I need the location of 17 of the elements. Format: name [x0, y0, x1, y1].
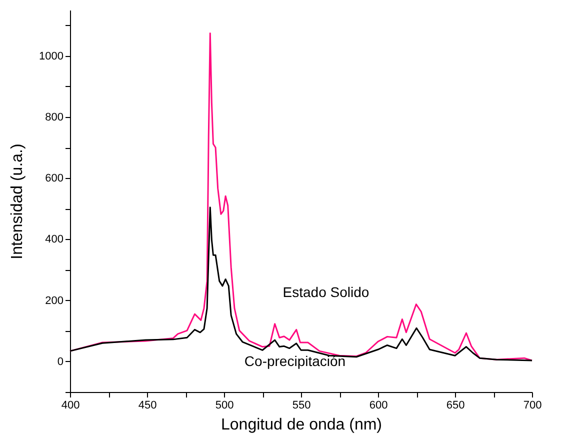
y-tick-label: 800	[45, 111, 64, 124]
y-tick-label: 0	[57, 356, 64, 368]
series-label: Estado Solido	[282, 284, 370, 300]
y-tick-label: 200	[45, 294, 64, 307]
y-tick-label: 400	[45, 234, 64, 246]
x-axis-title: Longitud de onda (nm)	[221, 416, 382, 434]
x-tick-label: 650	[446, 400, 465, 412]
series-label: Co-precipitación	[244, 353, 346, 369]
x-tick-label: 500	[215, 400, 234, 412]
x-tick-label: 400	[61, 400, 80, 412]
x-tick-label: 450	[138, 400, 157, 412]
y-tick-label: 600	[45, 172, 64, 185]
y-axis-title: Intensidad (u.a.)	[9, 144, 26, 260]
x-tick-label: 700	[523, 400, 542, 412]
y-tick-label: 1000	[39, 50, 64, 62]
x-tick-label: 550	[292, 400, 311, 412]
x-tick-label: 600	[369, 400, 388, 412]
